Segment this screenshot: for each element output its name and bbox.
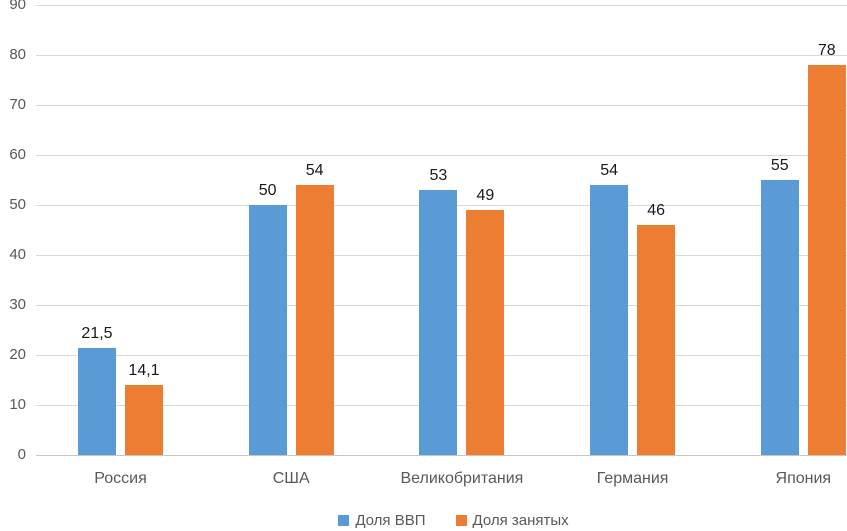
bar-employed-0	[125, 384, 163, 455]
data-label: 54	[600, 162, 618, 179]
y-axis-tick-label: 90	[9, 0, 26, 13]
data-label: 55	[770, 157, 789, 174]
y-axis-tick-label: 80	[9, 46, 26, 63]
gridline	[36, 155, 847, 156]
data-label: 50	[258, 182, 277, 199]
y-axis-tick-label: 50	[9, 196, 26, 213]
y-axis-tick-label: 70	[9, 96, 26, 113]
x-axis-category-label: Великобритания	[400, 470, 524, 487]
data-label: 14,1	[128, 361, 160, 379]
legend-swatch-icon	[338, 515, 350, 526]
data-label: 78	[817, 42, 836, 59]
bar-gdp-3	[590, 185, 629, 455]
y-axis-tick-label: 40	[9, 246, 26, 263]
legend-item-gdp: Доля ВВП	[338, 512, 426, 529]
bar-gdp-4	[760, 180, 799, 455]
bar-employed-2	[466, 210, 505, 455]
y-axis-tick-label: 0	[17, 446, 26, 463]
x-axis-category-label: Россия	[94, 470, 147, 487]
bar-employed-1	[295, 185, 334, 455]
x-axis-line	[36, 455, 847, 456]
y-axis-tick-label: 10	[9, 396, 26, 413]
x-axis-category-label: США	[272, 470, 310, 487]
x-axis-category-label: Япония	[775, 470, 832, 487]
data-label: 46	[647, 202, 665, 219]
chart-legend: Доля ВВП Доля занятых	[60, 512, 847, 529]
data-label: 21,5	[81, 324, 113, 342]
gridline	[36, 5, 847, 6]
gridline	[36, 105, 847, 106]
gridline	[36, 55, 847, 56]
bar-gdp-0	[78, 347, 116, 455]
y-axis-tick-label: 30	[9, 296, 26, 313]
legend-label: Доля ВВП	[355, 512, 426, 529]
legend-label: Доля занятых	[472, 512, 569, 529]
data-label: 53	[429, 167, 448, 184]
legend-swatch-icon	[455, 515, 467, 526]
bar-employed-3	[637, 225, 676, 455]
bar-gdp-2	[419, 190, 458, 455]
bar-employed-4	[807, 65, 846, 455]
data-label: 49	[476, 187, 495, 204]
y-axis-tick-label: 60	[9, 146, 26, 163]
legend-item-employed: Доля занятых	[455, 512, 569, 529]
x-axis-category-label: Германия	[596, 470, 669, 487]
bar-gdp-1	[248, 205, 287, 455]
y-axis-tick-label: 20	[9, 346, 26, 363]
data-label: 54	[305, 162, 324, 179]
